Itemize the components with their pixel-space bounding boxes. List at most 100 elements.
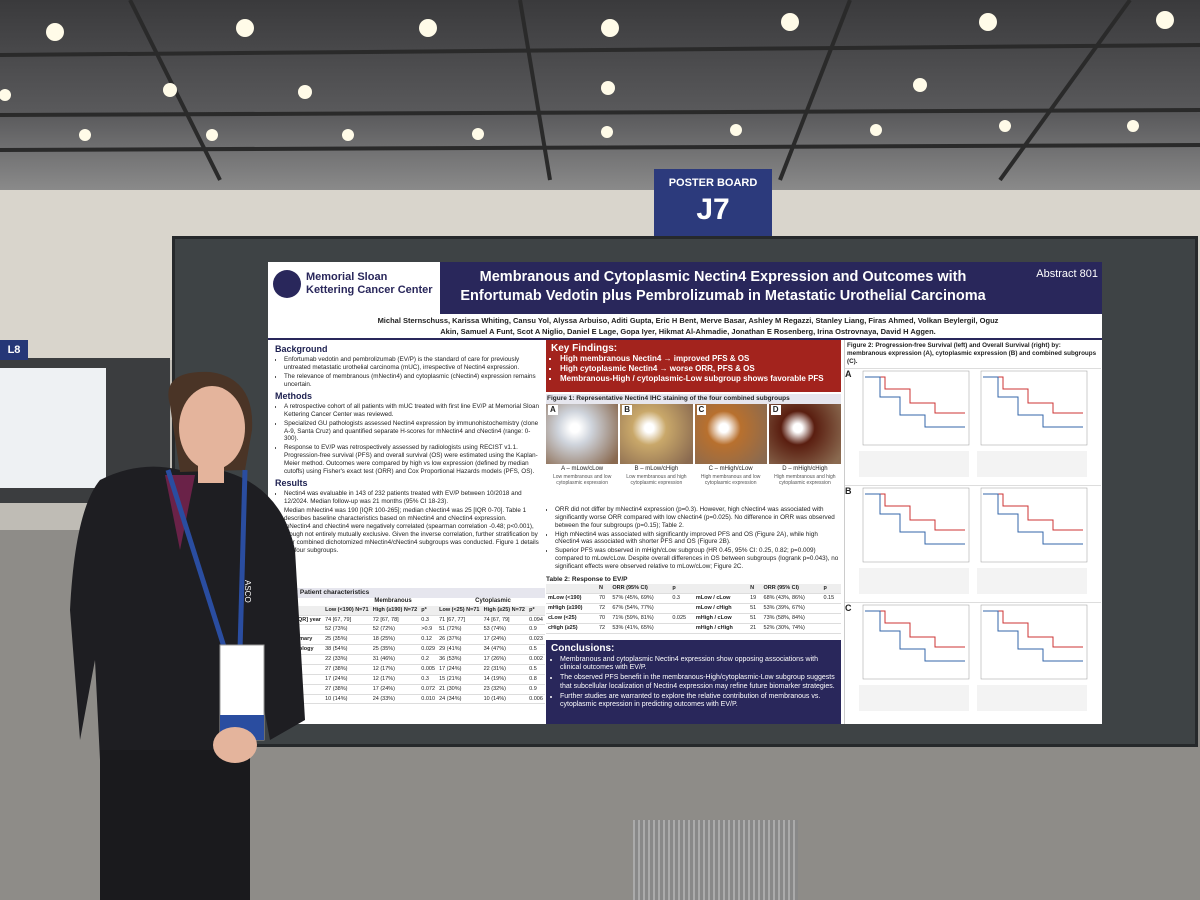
km-plot: [977, 487, 1088, 594]
km-plot: [859, 370, 970, 477]
km-plot: [977, 604, 1088, 711]
km-table: [859, 684, 969, 711]
ihc-panel: C C – mHigh/cLow High membranous and low c…: [694, 404, 767, 486]
table-cell: 17 (24%): [370, 684, 420, 695]
table-cell: 25 (35%): [370, 644, 420, 655]
panel-letter: A: [845, 368, 852, 379]
bullet-list: Enfortumab vedotin and pembrolizumab (EV…: [275, 356, 543, 388]
panel-name: C – mHigh/cLow: [708, 466, 753, 473]
table-cell: mLow / cHigh: [693, 603, 749, 614]
figure-title: Figure 1: Representative Nectin4 IHC sta…: [546, 394, 841, 405]
table-cell: 22 (33%): [323, 654, 371, 665]
header-cell: High (≥190) N=72: [370, 605, 420, 616]
logo-mark: [273, 270, 301, 298]
table: N ORR (95% CI) p N ORR (95% CI) p mLow (<190) 7…: [546, 584, 841, 634]
km-plot: [859, 604, 970, 711]
km-table: [859, 450, 969, 477]
header-cell: N: [596, 584, 611, 595]
table-cell: 57% (45%, 69%): [610, 593, 671, 604]
table-cell: 52 (73%): [323, 624, 371, 636]
km-curve: [983, 610, 1083, 648]
table-cell: [821, 623, 841, 634]
header-cell: Low (<190) N=71: [323, 605, 371, 616]
lanyard-text: ASCO: [243, 580, 252, 603]
poster-board-sign: POSTER BOARD J7: [654, 169, 772, 244]
table-row: mLow (<190) 70 57% (45%, 69%) 0.3 mLow / cLo…: [546, 593, 841, 604]
table-cell: 17 (26%): [481, 654, 528, 665]
table-cell: [670, 623, 694, 634]
table-cell: 0.12: [419, 634, 438, 646]
institution: Memorial Sloan Kettering Cancer Center: [306, 271, 433, 296]
table-cell: 17 (24%): [323, 674, 371, 685]
table-cell: 24 (34%): [437, 694, 482, 705]
table-cell: mHigh (≥190): [546, 603, 597, 614]
figure-panels: A A – mLow/cLow Low membranous and low cyt…: [546, 404, 841, 486]
bullet: Specialized GU pathologists assessed Nec…: [284, 420, 543, 444]
bullet-list: ORR did not differ by mNectin4 expressio…: [546, 506, 841, 571]
table-cell: 72: [596, 603, 611, 614]
table-cell: 0.072: [419, 684, 438, 695]
table-cell: 17 (24%): [437, 664, 482, 675]
table-cell: 0.8: [527, 674, 545, 685]
header-cell: [546, 584, 597, 595]
table-cell: 71% (59%, 81%): [610, 613, 671, 624]
table-cell: 29 (41%): [437, 644, 482, 655]
table-cell: 12 (17%): [370, 674, 420, 685]
bullet: mNectin4 and cNectin4 were negatively co…: [284, 523, 543, 554]
table-cell: 21 (30%): [437, 684, 482, 695]
table-cell: 0.3: [419, 674, 438, 685]
panel-caption: High membranous and low cytoplasmic expr…: [700, 473, 761, 486]
floor-grate: [633, 820, 798, 900]
table-cell: [821, 613, 841, 624]
table-cell: 15 (21%): [437, 674, 482, 685]
table-cell: 36 (53%): [437, 654, 482, 665]
column-left: Background Enfortumab vedotin and pembrol…: [275, 342, 543, 587]
table-2: Table 2: Response to EV/P N ORR (95% CI) p…: [546, 576, 841, 640]
km-row: C: [845, 601, 1101, 719]
panel-letter: C: [845, 602, 852, 613]
table-row: cLow (<25) 70 71% (59%, 81%) 0.025 mHigh / c…: [546, 613, 841, 624]
sign-id: J7: [696, 193, 730, 226]
table-cell: 0.006: [527, 694, 545, 705]
table-cell: 14 (19%): [481, 674, 528, 685]
bullet: Membranous-High / cytoplasmic-Low subgro…: [560, 374, 836, 383]
ihc-image: B: [620, 404, 693, 465]
bullet: High membranous Nectin4 → improved PFS &…: [560, 354, 836, 363]
table-cell: 0.9: [527, 624, 545, 636]
bullet: Response to EV/P was retrospectively ass…: [284, 444, 543, 475]
table-cell: 21: [748, 623, 762, 634]
bullet: Median mNectin4 was 190 [IQR 100-265]; m…: [284, 507, 543, 523]
conclusions: Conclusions: Membranous and cytoplasmic N…: [546, 640, 841, 724]
km-table: [977, 567, 1087, 594]
group: Cytoplasmic: [475, 598, 511, 605]
bullet: ORR did not differ by mNectin4 expressio…: [555, 506, 841, 530]
divider: [268, 338, 1102, 340]
table-cell: 0.5: [527, 664, 545, 675]
table-cell: 0.2: [419, 654, 438, 665]
panel-caption: Low membranous and low cytoplasmic expre…: [552, 473, 612, 486]
km-curve: [865, 610, 965, 662]
km-row: A: [845, 367, 1101, 485]
bullet: The relevance of membranous (mNectin4) a…: [284, 373, 543, 389]
results-continued: ORR did not differ by mNectin4 expressio…: [546, 506, 841, 576]
bullet: Further studies are warranted to explore…: [560, 693, 836, 711]
table-cell: 0.094: [527, 615, 545, 626]
table-cell: 52% (30%, 74%): [761, 623, 822, 634]
km-curve: [983, 493, 1083, 531]
abstract-number: Abstract 801: [1036, 268, 1098, 280]
table-cell: 17 (24%): [481, 634, 528, 646]
km-plot: [977, 370, 1088, 477]
panel-name: B – mLow/cHigh: [634, 466, 679, 473]
ihc-image: D: [768, 404, 841, 465]
ceiling-structure: [0, 0, 1200, 182]
panel-caption: High membranous and high cytoplasmic exp…: [774, 473, 836, 486]
km-table: [859, 567, 969, 594]
header-cell: N: [748, 584, 762, 595]
ihc-panel: B B – mLow/cHigh Low membranous and high c…: [620, 404, 693, 486]
table-title: Table 2: Response to EV/P: [546, 576, 628, 583]
km-curve: [865, 610, 965, 648]
bullet: A retrospective cohort of all patients w…: [284, 403, 543, 419]
key-findings: Key Findings:High membranous Nectin4 → i…: [546, 340, 841, 392]
plot-area: [862, 370, 970, 445]
